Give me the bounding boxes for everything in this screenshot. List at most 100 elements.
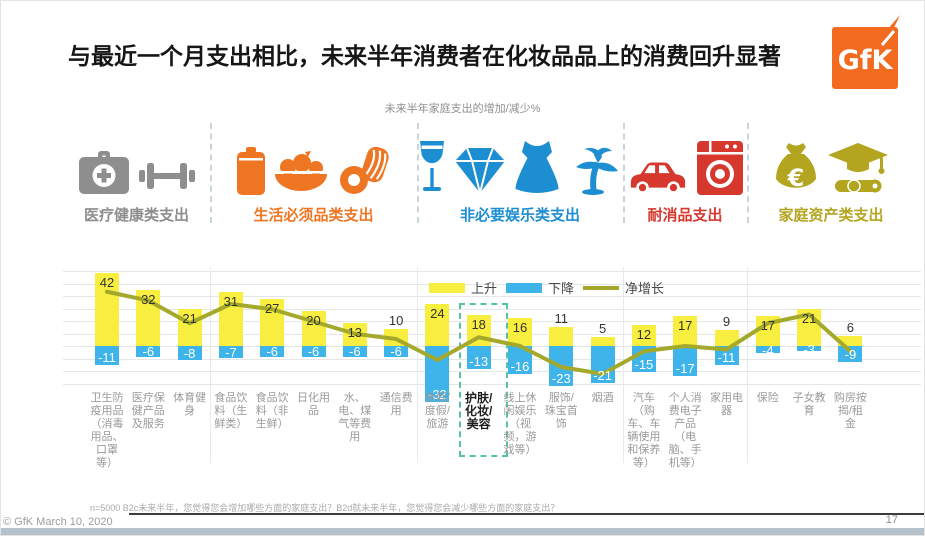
gfk-logo-icon: GfK [832, 15, 900, 89]
page-title: 与最近一个月支出相比，未来半年消费者在化妆品品上的消费回升显著 [68, 43, 781, 69]
bar-down-value: -8 [183, 346, 196, 361]
bar-down-value: -6 [266, 344, 278, 360]
bar-up-value: 9 [722, 314, 731, 330]
gfk-logo-text: GfK [838, 45, 894, 76]
bar-down-value: -7 [225, 345, 237, 361]
dress-icon [515, 141, 559, 195]
x-axis-label: 卫生防疫用品（消毒用品、口罩等） [90, 392, 124, 469]
column-separator [417, 267, 418, 463]
x-axis-label: 食品饮料（生鲜类） [214, 392, 248, 430]
bar-down-value: -11 [98, 350, 116, 366]
chart-legend: 上升 下降 净增长 [429, 278, 664, 297]
bar-up-value: 18 [471, 316, 486, 332]
bar-down-value: -16 [510, 359, 530, 374]
gridline [63, 271, 921, 272]
x-axis-label: 体育健身 [173, 392, 207, 417]
x-axis-label: 医疗保健产品及服务 [131, 392, 165, 430]
legend-down-swatch [506, 282, 543, 293]
category-label: 耐消品支出 [647, 207, 723, 224]
canned-food-icon [236, 147, 265, 195]
x-axis-label: 家用电器 [710, 392, 743, 417]
bar-up-value: 21 [801, 311, 817, 327]
diamond-icon [454, 147, 506, 195]
gridline [63, 383, 921, 385]
category-icons [210, 119, 417, 195]
dumbbell-icon [139, 157, 195, 195]
x-axis-label: 个人消费电子产品（电脑、手机等） [668, 392, 702, 469]
bar-down-value: -17 [675, 360, 695, 376]
car-icon [628, 157, 688, 195]
category-group-medical: 医疗健康类支出 [63, 119, 210, 225]
graduation-diploma-icon [827, 143, 889, 195]
legend-up-label: 上升 [471, 281, 498, 296]
bar-down-value: -13 [469, 353, 489, 369]
category-separator [623, 123, 625, 223]
category-label: 医疗健康类支出 [83, 207, 189, 224]
category-icons [417, 119, 623, 195]
x-axis-label: 保险 [756, 392, 779, 404]
bar-down-value: -23 [551, 371, 571, 387]
bar-up-value: 17 [677, 318, 693, 334]
category-label: 生活必须品类支出 [253, 207, 374, 224]
bar-up-value: 17 [760, 318, 776, 334]
legend-item-up: 上升 [429, 278, 497, 297]
bar-up [590, 337, 615, 346]
category-icons [63, 119, 210, 195]
svg-text:€: € [786, 164, 804, 192]
bar-up-value: 42 [99, 274, 115, 290]
x-axis-label: 休假/度假/旅游 [424, 392, 450, 430]
bar-up [838, 335, 863, 346]
bar-down-value: -9 [844, 346, 857, 362]
legend-up-swatch [429, 282, 465, 293]
legend-item-down: 下降 [506, 278, 574, 297]
category-label: 家庭资产类支出 [778, 207, 884, 224]
bar-down-value: -3 [803, 341, 815, 357]
bar-down-value: -15 [634, 357, 654, 373]
bar-up-value: 20 [306, 313, 321, 328]
first-aid-kit-icon [78, 149, 130, 195]
column-separator [747, 267, 748, 463]
bar-up-value: 6 [846, 319, 854, 335]
x-axis-label: 汽车（购车、车辆使用和保养等） [627, 392, 661, 469]
x-axis-label: 线上休闲娱乐（视频，游戏等） [503, 392, 537, 456]
legend-net-label: 净增长 [625, 281, 665, 296]
wine-glass-icon [419, 141, 445, 195]
chart-subtitle: 未来半年家庭支出的增加/减少% [384, 103, 541, 115]
bar-down-value: -32 [427, 387, 447, 402]
category-icons: € [747, 119, 915, 195]
legend-down-label: 下降 [548, 281, 575, 296]
bar-up-value: 10 [388, 312, 404, 328]
bar-down-value: -6 [349, 344, 361, 360]
survey-question-note: n=5000 B2c未来半年，您觉得您会增加哪些方面的家庭支出？B2d就未来半年… [90, 503, 560, 513]
x-axis-label: 购房按揭/租金 [833, 392, 867, 430]
bar-down-value: -6 [142, 344, 155, 360]
x-axis-label: 日化用品 [297, 392, 330, 417]
money-bag-icon: € [774, 141, 818, 195]
category-group-entertainment: 非必要娱乐类支出 [417, 119, 623, 225]
footer-divider [129, 513, 924, 515]
category-separator [210, 123, 212, 223]
bar-up-value: 13 [347, 325, 363, 341]
bar-down-value: -6 [307, 344, 320, 360]
x-axis-label: 水、电、煤气等费用 [338, 392, 372, 443]
bar-up-value: 27 [264, 300, 280, 316]
category-separator [417, 123, 419, 223]
bar-up-value: 16 [512, 320, 528, 335]
bacon-and-eggs-icon [337, 147, 391, 195]
category-label: 非必要娱乐类支出 [459, 207, 580, 224]
bar-up [714, 330, 739, 346]
category-group-necessities: 生活必须品类支出 [210, 119, 417, 225]
bar-up-value: 12 [636, 327, 652, 342]
x-axis-label: 烟酒 [591, 392, 614, 404]
bar-down-value: -6 [390, 344, 402, 360]
legend-net-swatch [583, 285, 620, 290]
bar-up-value: 5 [598, 321, 607, 337]
category-separator [747, 123, 749, 223]
bar-up-value: 32 [141, 292, 156, 307]
bar-down-value: -4 [762, 342, 774, 358]
category-icons [623, 119, 747, 195]
bar-up-value: 11 [554, 310, 569, 326]
x-axis-label: 通信费用 [379, 392, 413, 417]
bar-up [549, 326, 574, 346]
